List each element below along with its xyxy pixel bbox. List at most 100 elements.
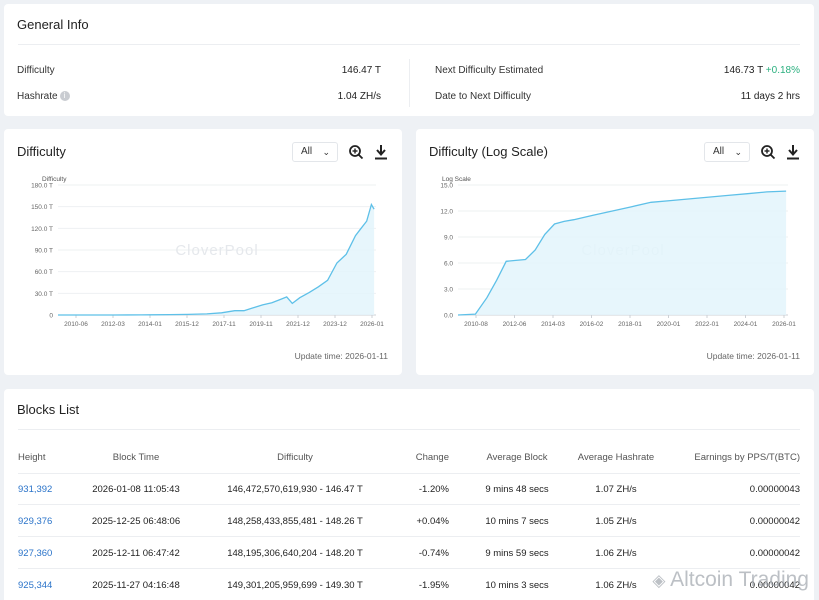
x-tick-label: 2014-03 [541, 321, 565, 328]
column-header: Average Block [486, 452, 548, 463]
general-info-card: General Info Difficulty 146.47 T Hashrat… [4, 4, 814, 116]
table-cell: 2025-11-27 04:16:48 [92, 580, 180, 591]
log-chart-title: Difficulty (Log Scale) [429, 144, 548, 159]
row-divider [18, 504, 800, 505]
y-tick-label: 60.0 T [35, 269, 53, 276]
date-to-next-label: Date to Next Difficulty [435, 91, 531, 102]
divider [18, 44, 800, 45]
next-difficulty-value-row: 146.73 T +0.18% [724, 65, 800, 76]
y-tick-label: 30.0 T [35, 291, 53, 298]
y-tick-label: 3.0 [444, 287, 453, 294]
x-tick-label: 2014-01 [138, 321, 162, 328]
header-divider [18, 473, 800, 474]
table-cell: 148,258,433,855,481 - 148.26 T [227, 516, 363, 527]
table-cell: 0.00000043 [749, 484, 800, 495]
table-cell: 1.06 ZH/s [595, 548, 637, 559]
next-difficulty-change: +0.18% [765, 65, 800, 76]
download-icon[interactable] [373, 144, 389, 160]
hashrate-label-row: Hashrate i [17, 91, 70, 102]
table-cell: 10 mins 7 secs [485, 516, 549, 527]
x-tick-label: 2024-01 [734, 321, 758, 328]
table-cell: +0.04% [416, 516, 450, 527]
y-axis-label: Log Scale [442, 176, 471, 183]
update-time: Update time: 2026-01-11 [294, 351, 388, 361]
block-height-link[interactable]: 925,344 [18, 580, 53, 591]
table-cell: 2026-01-08 11:05:43 [92, 484, 180, 495]
x-tick-label: 2010-06 [64, 321, 88, 328]
hashrate-label: Hashrate [17, 91, 58, 102]
difficulty-label: Difficulty [17, 65, 55, 76]
zoom-icon[interactable] [760, 144, 776, 160]
y-tick-label: 12.0 [440, 209, 453, 216]
x-tick-label: 2021-12 [286, 321, 310, 328]
divider [18, 429, 800, 430]
x-tick-label: 2023-12 [323, 321, 347, 328]
series-area [458, 191, 787, 315]
blocks-list-card: Blocks List Height Block Time Difficulty Ch… [4, 389, 814, 600]
table-cell: -1.20% [418, 484, 449, 495]
download-icon[interactable] [785, 144, 801, 160]
table-cell: -0.74% [418, 548, 449, 559]
hashrate-value: 1.04 ZH/s [337, 91, 381, 102]
date-to-next-value: 11 days 2 hrs [740, 91, 800, 102]
y-tick-label: 90.0 T [35, 248, 53, 255]
chart-watermark: CloverPool [175, 242, 258, 259]
table-cell: 0.00000042 [749, 548, 800, 559]
range-select[interactable]: All ⌄ [292, 142, 338, 162]
y-tick-label: 9.0 [444, 235, 453, 242]
table-cell: 1.07 ZH/s [595, 484, 637, 495]
info-icon[interactable]: i [59, 91, 70, 102]
x-tick-label: 2012-03 [101, 321, 125, 328]
table-cell: 9 mins 59 secs [485, 548, 549, 559]
y-tick-label: 120.0 T [31, 226, 53, 233]
x-tick-label: 2015-12 [175, 321, 199, 328]
table-cell: 146,472,570,619,930 - 146.47 T [227, 484, 363, 495]
general-info-title: General Info [17, 17, 89, 32]
blocks-list-title: Blocks List [17, 402, 80, 417]
table-cell: 148,195,306,640,204 - 148.20 T [227, 548, 363, 559]
column-header: Difficulty [277, 452, 313, 463]
next-difficulty-label: Next Difficulty Estimated [435, 65, 544, 76]
x-tick-label: 2010-08 [464, 321, 488, 328]
log-chart-card: Difficulty (Log Scale) All ⌄ Log Scale 15… [416, 129, 814, 375]
series-line [58, 202, 375, 316]
x-tick-label: 2012-06 [503, 321, 527, 328]
block-height-link[interactable]: 927,360 [18, 548, 53, 559]
difficulty-chart-card: Difficulty All ⌄ Difficulty 180.0 T 150.0 … [4, 129, 402, 375]
y-tick-label: 150.0 T [31, 204, 53, 211]
x-tick-label: 2017-11 [212, 321, 236, 328]
range-select[interactable]: All ⌄ [704, 142, 750, 162]
zoom-icon[interactable] [348, 144, 364, 160]
table-cell: 149,301,205,959,699 - 149.30 T [227, 580, 363, 591]
block-height-link[interactable]: 931,392 [18, 484, 53, 495]
range-select-value: All [713, 146, 725, 157]
row-divider [18, 568, 800, 569]
overlay-watermark: ◈ Altcoin Trading [652, 568, 809, 592]
x-tick-label: 2022-01 [695, 321, 719, 328]
x-tick-label: 2018-01 [618, 321, 642, 328]
y-tick-label: 15.0 [440, 183, 453, 190]
range-select-value: All [301, 146, 313, 157]
table-cell: 0.00000042 [749, 580, 800, 591]
next-difficulty-value: 146.73 T [723, 65, 764, 76]
table-cell: 1.05 ZH/s [595, 516, 637, 527]
column-header: Height [18, 452, 46, 463]
column-header: Change [415, 452, 449, 463]
table-cell: -1.95% [418, 580, 449, 591]
table-cell: 2025-12-11 06:47:42 [92, 548, 180, 559]
block-height-link[interactable]: 929,376 [18, 516, 53, 527]
series-line [457, 190, 787, 316]
difficulty-value: 146.47 T [341, 65, 381, 76]
column-header: Average Hashrate [577, 452, 655, 463]
x-tick-label: 2019-11 [249, 321, 273, 328]
y-tick-label: 6.0 [444, 261, 453, 268]
y-axis-label: Difficulty [42, 176, 67, 183]
difficulty-chart-title: Difficulty [17, 144, 66, 159]
table-cell: 9 mins 48 secs [485, 484, 549, 495]
x-tick-label: 2026-01 [360, 321, 384, 328]
column-separator [409, 59, 410, 107]
overlay-watermark-text: Altcoin Trading [670, 568, 809, 591]
column-header: Earnings by PPS/T(BTC) [694, 452, 800, 463]
